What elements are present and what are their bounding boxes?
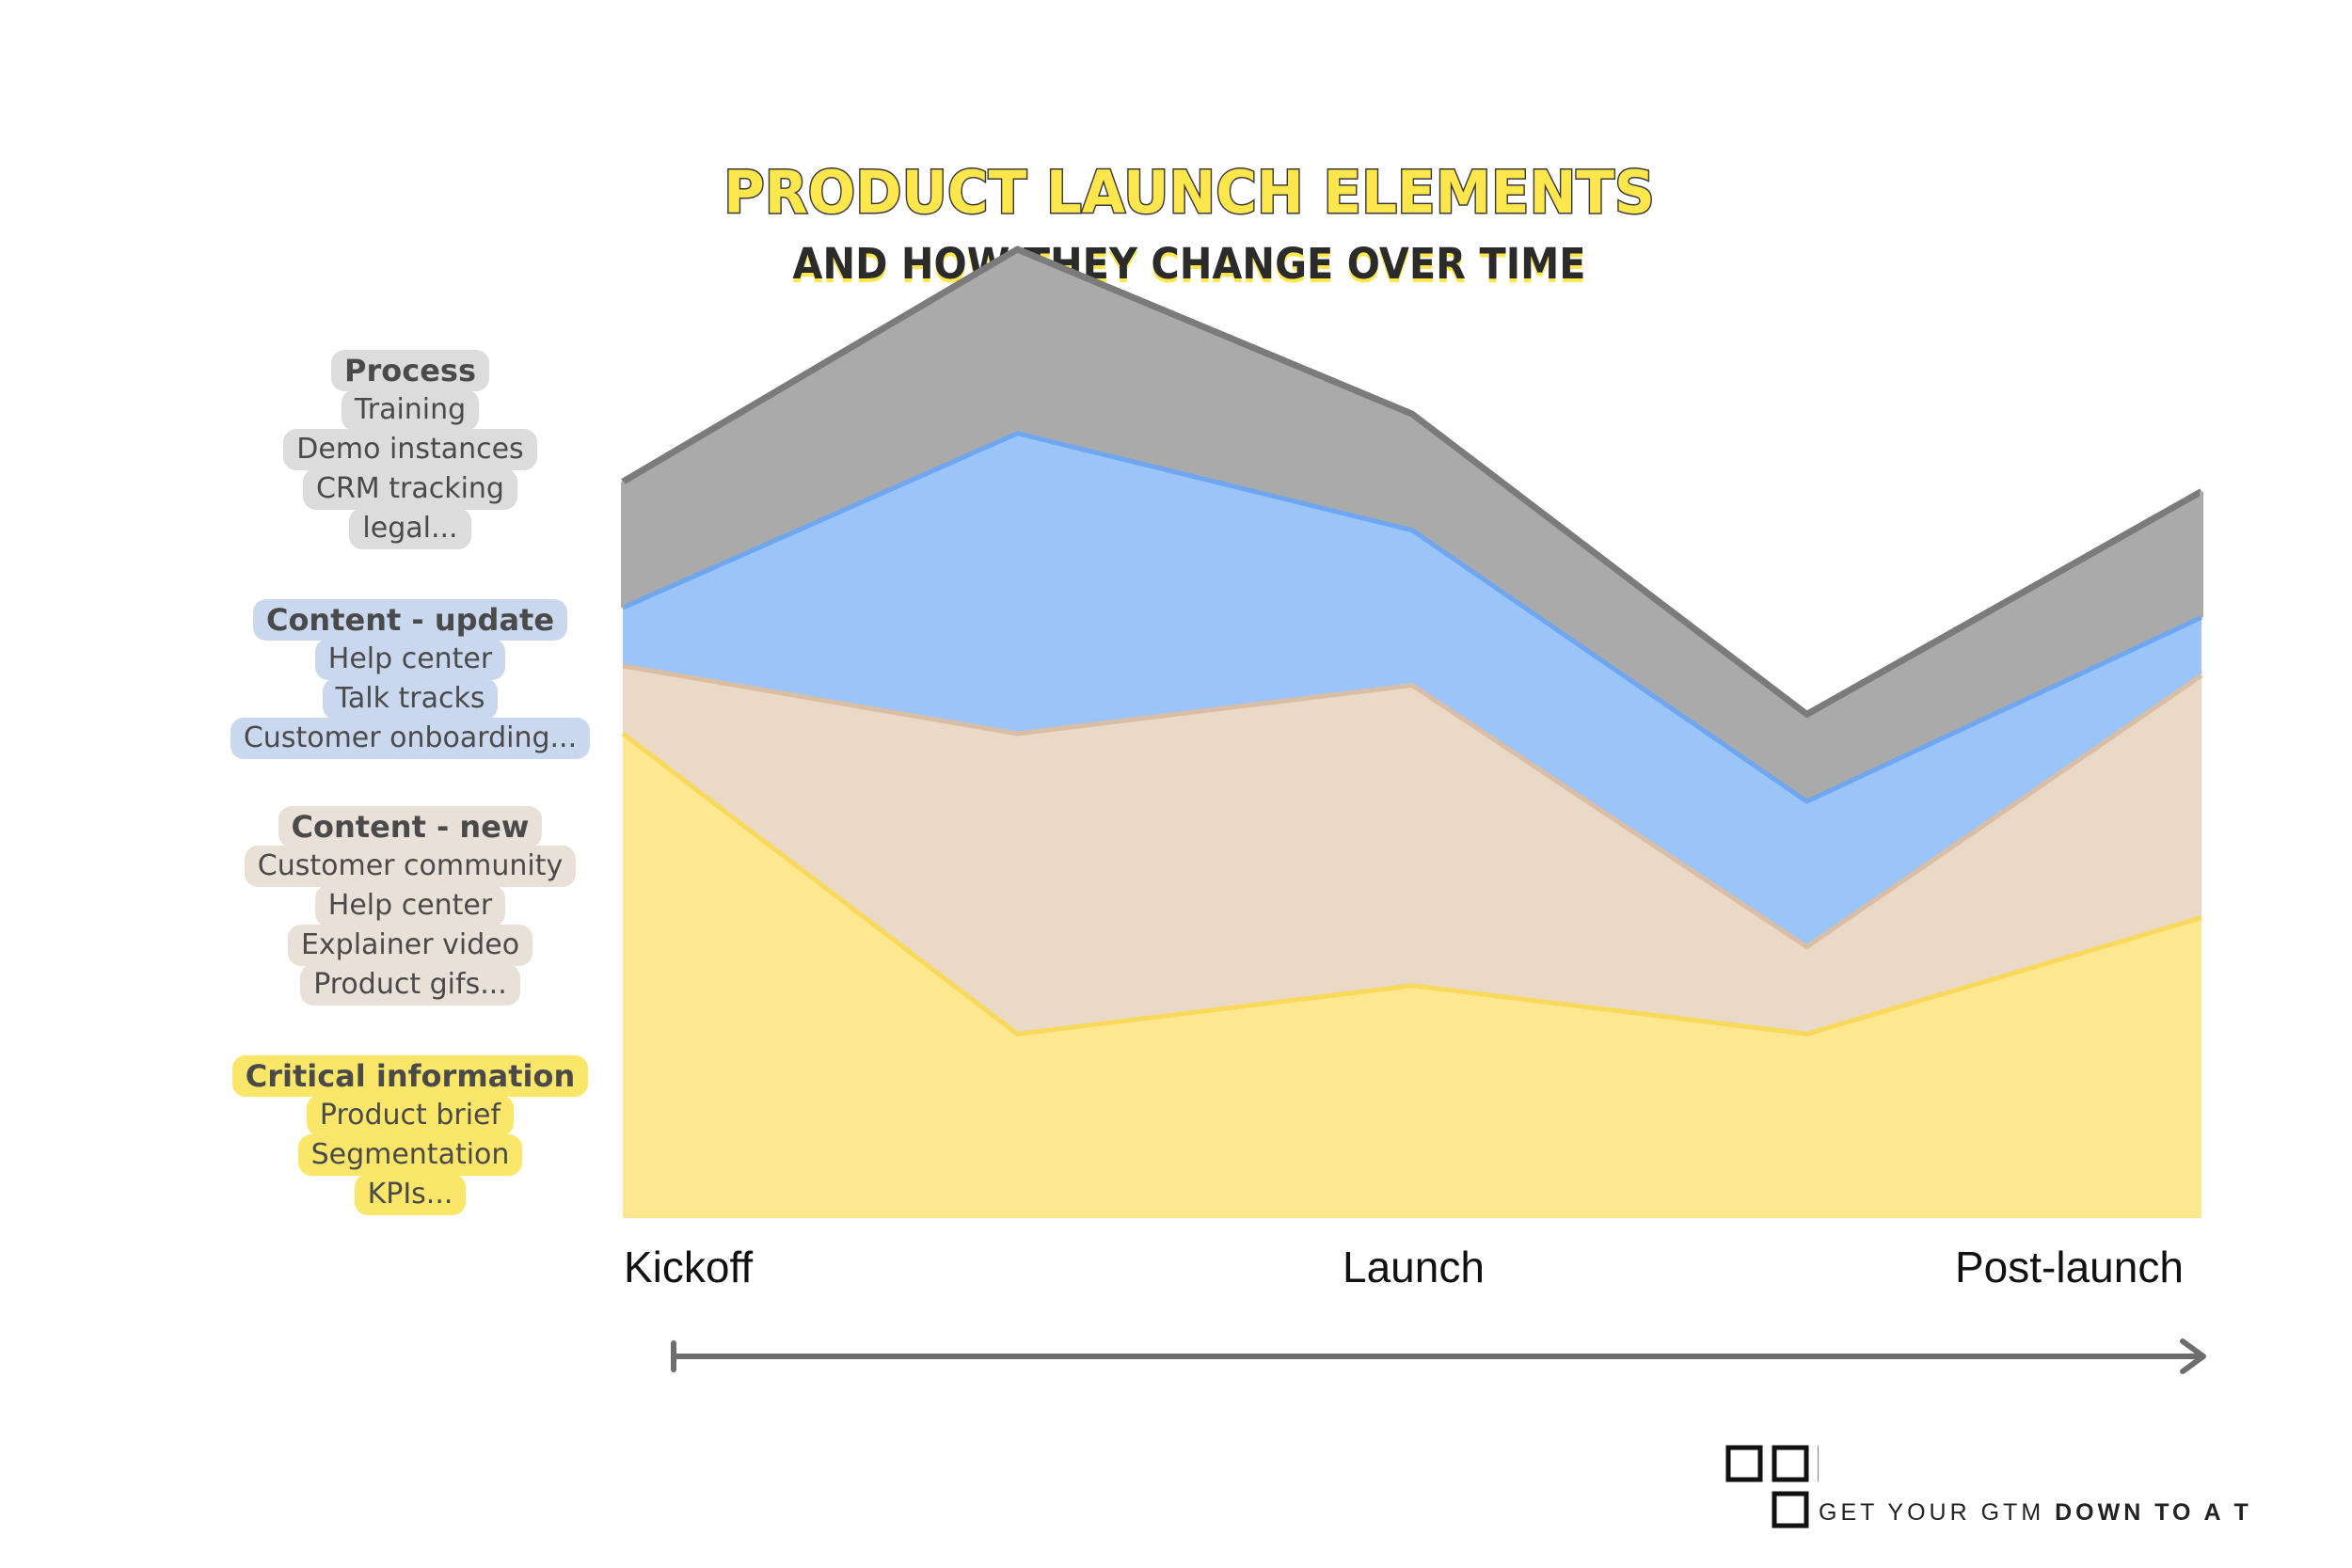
legend-content-new: Content - new Customer community Help ce… — [222, 806, 598, 1006]
legend-process: Process Training Demo instances CRM trac… — [222, 350, 598, 549]
legend-new-item: Product gifs... — [300, 964, 520, 1006]
x-tick-label-launch: Launch — [1343, 1243, 1485, 1291]
line-content-new — [622, 663, 2203, 950]
legend-process-item: Demo instances — [283, 429, 537, 470]
x-tick-label-kickoff: Kickoff — [624, 1243, 754, 1291]
chart-subtitle: AND HOW THEY CHANGE OVER TIME — [792, 239, 1586, 289]
legend-process-item: Training — [341, 389, 480, 431]
legend-update-heading: Content - update — [252, 599, 568, 641]
legend-content-update: Content - update Help center Talk tracks… — [222, 599, 598, 759]
line-content-update — [621, 431, 2203, 804]
legend-critical-item: Segmentation — [297, 1134, 523, 1176]
line-process — [621, 245, 2203, 718]
legend-process-item: legal... — [349, 508, 471, 549]
legend-update-item: Help center — [314, 639, 506, 680]
legend-update-item: Customer onboarding... — [230, 718, 591, 759]
legend-critical-item: Product brief — [306, 1095, 515, 1136]
area-process — [623, 249, 2201, 802]
legend-process-heading: Process — [331, 350, 489, 391]
area-content-new — [623, 665, 2201, 1035]
legend-new-item: Help center — [314, 885, 506, 927]
legend-critical-heading: Critical information — [231, 1055, 589, 1097]
chart-areas — [621, 245, 2203, 1218]
legend-update-item: Talk tracks — [322, 678, 499, 720]
timeline-arrow-icon — [671, 1338, 2206, 1374]
brand-logo-icon — [1725, 1445, 1819, 1528]
legend-new-heading: Content - new — [278, 806, 543, 847]
legend-new-item: Customer community — [244, 846, 577, 887]
chart-title: PRODUCT LAUNCH ELEMENTS — [723, 157, 1657, 229]
legend-critical-information: Critical information Product brief Segme… — [222, 1055, 598, 1215]
line-critical-information — [621, 732, 2202, 1037]
brand-tagline: GET YOUR GTM DOWN TO A T — [1819, 1499, 2252, 1527]
legend-process-item: CRM tracking — [303, 468, 517, 510]
area-critical-information — [623, 734, 2201, 1218]
legend-critical-item: KPIs... — [354, 1174, 467, 1215]
brand-tagline-bold: DOWN TO A T — [2055, 1499, 2252, 1526]
brand-tagline-regular: GET YOUR GTM — [1819, 1499, 2056, 1526]
x-tick-label-post-launch: Post-launch — [1955, 1243, 2184, 1291]
area-content-update — [623, 433, 2201, 947]
legend-new-item: Explainer video — [287, 925, 533, 966]
